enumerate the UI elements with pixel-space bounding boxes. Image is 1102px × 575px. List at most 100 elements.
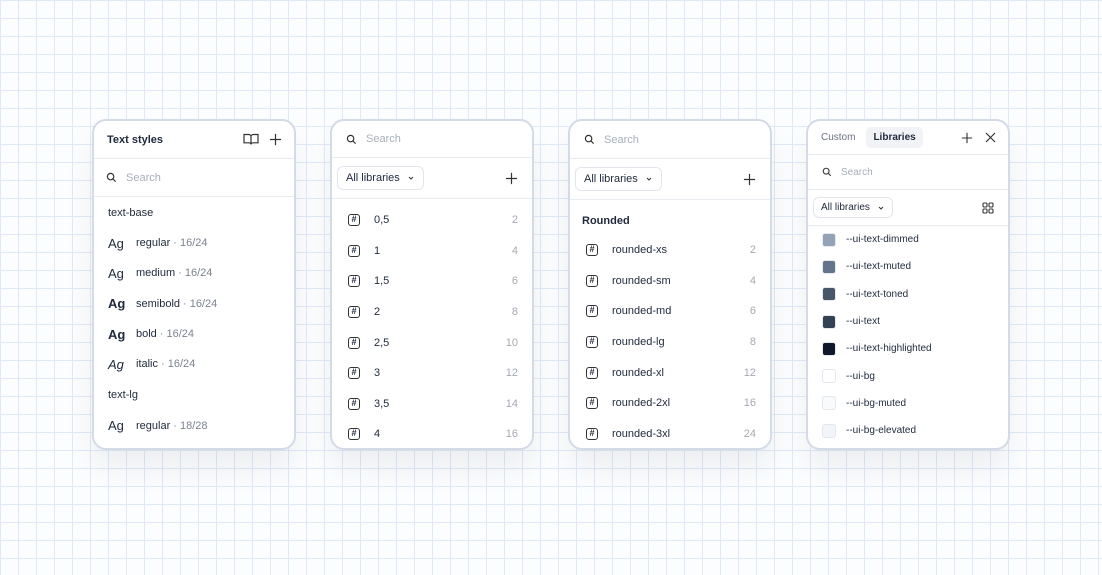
text-style-item[interactable]: Ag medium · 16/24: [94, 258, 294, 288]
dropdown-label: All libraries: [584, 173, 638, 185]
text-sample: Ag: [108, 418, 124, 434]
group-header: Rounded: [582, 215, 630, 227]
text-sample: Ag: [108, 326, 126, 342]
hash-icon: #: [348, 306, 360, 319]
add-icon[interactable]: [505, 172, 518, 185]
color-item[interactable]: --ui-text: [808, 308, 1008, 335]
close-icon[interactable]: [985, 132, 996, 143]
dropdown-label: All libraries: [821, 202, 870, 213]
color-item[interactable]: --ui-text-highlighted: [808, 335, 1008, 362]
token-item[interactable]: # rounded-xs 2: [570, 235, 770, 266]
style-meta: · 16/24: [173, 237, 208, 250]
text-style-item[interactable]: Ag italic · 16/24: [94, 349, 294, 379]
text-style-item[interactable]: Ag regular · 16/24: [94, 228, 294, 258]
token-name: 1,5: [374, 275, 390, 288]
style-name: medium: [136, 267, 176, 280]
color-name: --ui-text: [846, 316, 880, 328]
text-style-item[interactable]: Ag bold · 16/24: [94, 319, 294, 349]
hash-icon: #: [348, 336, 360, 349]
token-item[interactable]: # rounded-sm 4: [570, 266, 770, 297]
tab-custom[interactable]: Custom: [821, 132, 856, 143]
hash-icon: #: [348, 428, 360, 441]
token-name: rounded-2xl: [612, 397, 671, 410]
search-icon: [106, 172, 117, 183]
color-item[interactable]: --ui-text-toned: [808, 281, 1008, 308]
color-name: --ui-bg-muted: [846, 397, 907, 409]
style-name: regular: [136, 237, 171, 250]
search-input[interactable]: Search: [332, 121, 532, 158]
token-value: 14: [505, 397, 518, 410]
color-item[interactable]: --ui-bg-muted: [808, 390, 1008, 417]
token-item[interactable]: #2,5 10: [332, 327, 532, 358]
hash-icon: #: [348, 367, 360, 380]
token-name: 3: [374, 367, 381, 380]
token-name: 2: [374, 306, 381, 319]
token-item[interactable]: #0,5 2: [332, 205, 532, 236]
text-sample: Ag: [108, 265, 124, 281]
token-value: 2: [749, 244, 756, 257]
color-swatch: [822, 369, 836, 384]
color-item[interactable]: --ui-bg: [808, 362, 1008, 389]
search-icon: [584, 134, 595, 145]
hash-icon: #: [586, 305, 598, 318]
token-item[interactable]: #1,5 6: [332, 266, 532, 297]
token-value: 12: [505, 367, 518, 380]
token-name: rounded-xl: [612, 366, 664, 379]
library-dropdown[interactable]: All libraries: [337, 166, 424, 190]
text-sample: Ag: [108, 296, 126, 312]
add-icon[interactable]: [961, 132, 973, 144]
hash-icon: #: [586, 366, 598, 379]
color-item[interactable]: --ui-bg-elevated: [808, 417, 1008, 444]
search-icon: [822, 167, 832, 177]
style-meta: · 16/24: [159, 328, 195, 341]
radius-panel: Search All libraries Rounded # rounded-xs…: [568, 119, 772, 450]
token-item[interactable]: #4 16: [332, 419, 532, 448]
library-dropdown[interactable]: All libraries: [575, 167, 662, 191]
library-dropdown[interactable]: All libraries: [813, 197, 893, 218]
color-item[interactable]: --ui-text-dimmed: [808, 226, 1008, 253]
hash-icon: #: [348, 244, 360, 257]
search-placeholder: Search: [841, 166, 873, 178]
token-name: 0,5: [374, 214, 390, 227]
hash-icon: #: [586, 336, 598, 349]
token-item[interactable]: #1 4: [332, 236, 532, 267]
search-input[interactable]: Search: [570, 121, 770, 159]
token-item[interactable]: #2 8: [332, 297, 532, 328]
dropdown-label: All libraries: [346, 172, 400, 184]
search-input[interactable]: Search: [808, 155, 1008, 190]
hash-icon: #: [348, 397, 360, 410]
token-name: 4: [374, 428, 381, 441]
token-item[interactable]: # rounded-3xl 24: [570, 419, 770, 448]
color-swatch: [822, 232, 836, 247]
book-icon[interactable]: [243, 133, 259, 146]
style-name: regular: [136, 419, 171, 432]
token-name: 3,5: [374, 397, 390, 410]
chevron-down-icon: [407, 174, 415, 182]
add-icon[interactable]: [269, 133, 282, 146]
style-meta: · 16/24: [178, 267, 213, 280]
token-value: 6: [749, 305, 756, 318]
grid-view-icon[interactable]: [982, 201, 994, 214]
text-style-item[interactable]: Ag regular · 18/28: [94, 410, 294, 440]
style-name: italic: [136, 358, 159, 371]
color-swatch: [822, 287, 836, 302]
tab-libraries[interactable]: Libraries: [866, 127, 923, 148]
token-item[interactable]: # rounded-md 6: [570, 296, 770, 327]
token-item[interactable]: #3,5 14: [332, 389, 532, 420]
add-icon[interactable]: [743, 173, 756, 186]
token-value: 8: [749, 336, 756, 349]
token-item[interactable]: # rounded-xl 12: [570, 357, 770, 388]
style-name: semibold: [136, 297, 181, 310]
token-item[interactable]: # rounded-2xl 16: [570, 388, 770, 419]
token-name: rounded-xs: [612, 244, 668, 257]
text-style-item[interactable]: Ag semibold · 16/24: [94, 289, 294, 319]
search-input[interactable]: Search: [94, 159, 294, 197]
group-header: text-lg: [108, 389, 138, 402]
token-value: 16: [743, 397, 756, 410]
token-item[interactable]: # rounded-lg 8: [570, 327, 770, 358]
chevron-down-icon: [645, 175, 653, 183]
hash-icon: #: [348, 275, 360, 288]
token-name: 1: [374, 244, 381, 257]
color-item[interactable]: --ui-text-muted: [808, 253, 1008, 280]
token-item[interactable]: #3 12: [332, 358, 532, 389]
